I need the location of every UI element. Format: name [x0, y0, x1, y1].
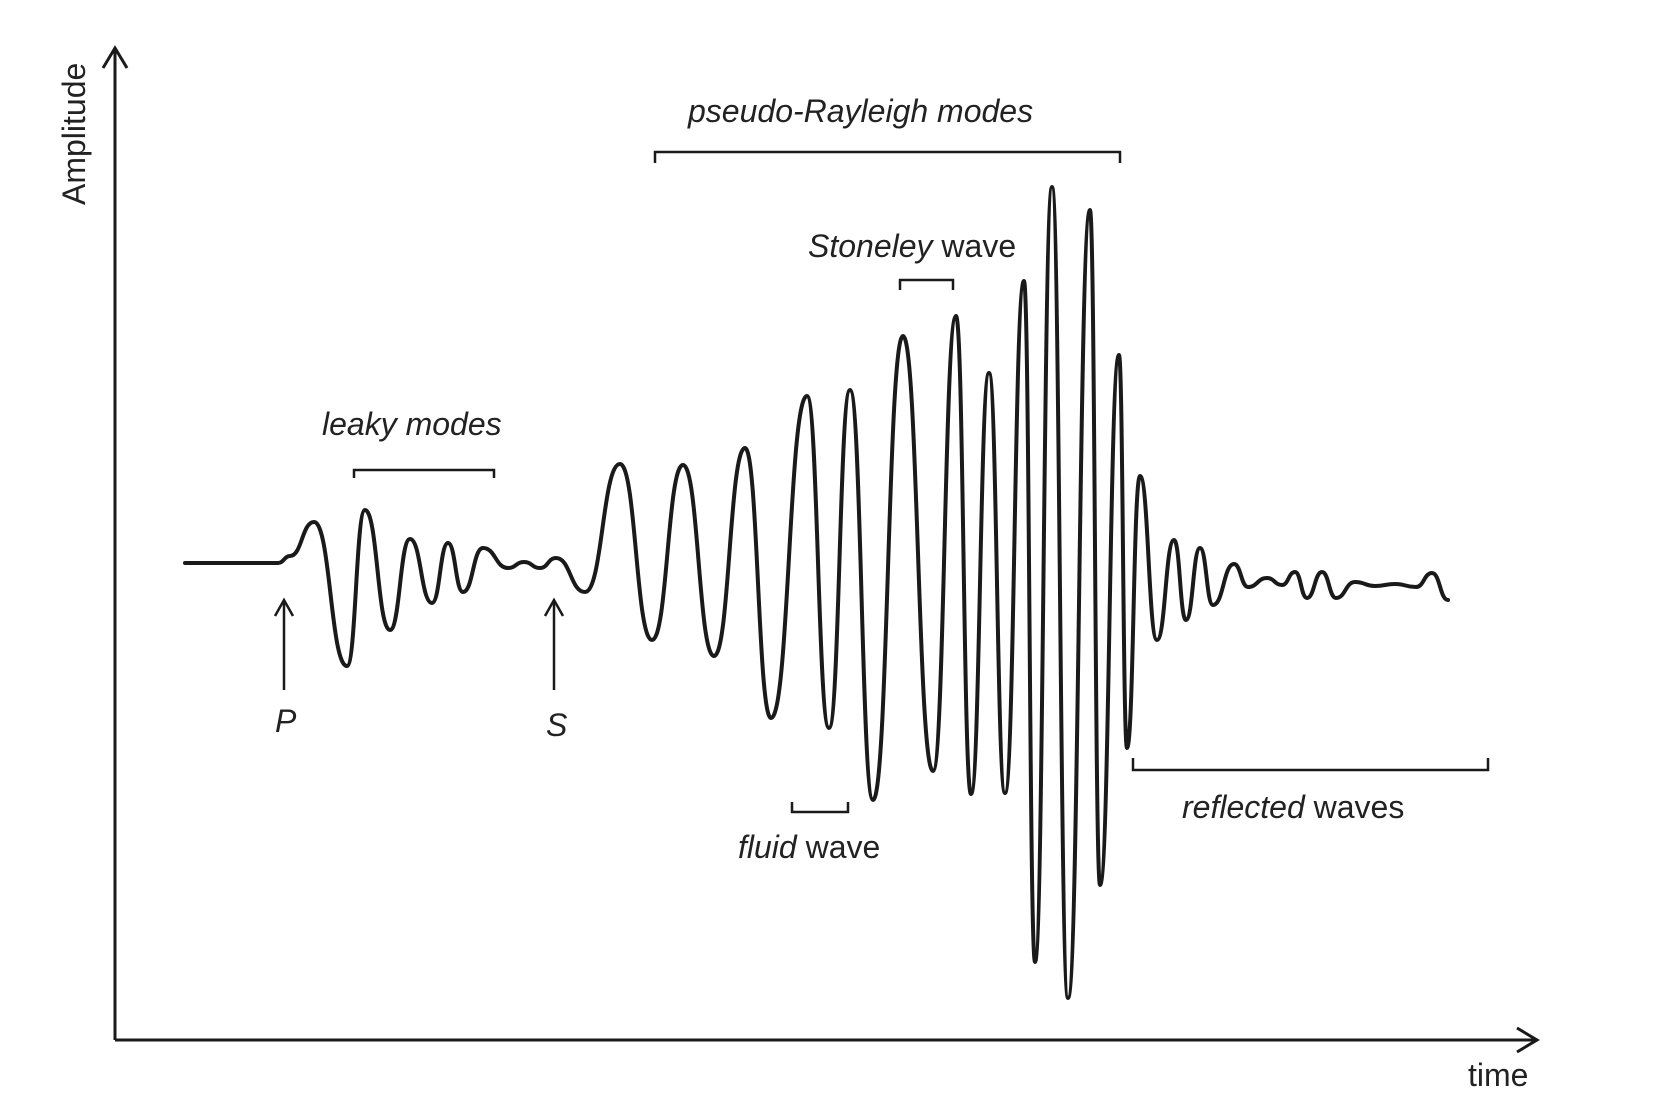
fluid-label-italic: fluid — [738, 829, 798, 865]
fluid-wave-label: fluid wave — [738, 829, 880, 865]
reflected-waves-label: reflected waves — [1182, 789, 1404, 825]
pseudo-rayleigh-bracket — [653, 150, 1122, 163]
s-arrival-label: S — [546, 707, 567, 743]
leaky-modes-label: leaky modes — [322, 406, 502, 442]
stoneley-bracket — [898, 278, 955, 290]
axes: Amplitude time — [56, 45, 1540, 1093]
stoneley-label-italic: Stoneley — [808, 228, 935, 264]
annotation-brackets — [352, 150, 1490, 814]
x-axis-label: time — [1468, 1057, 1528, 1093]
y-axis-arrowhead — [101, 45, 129, 69]
p-arrowhead — [273, 597, 295, 617]
stoneley-wave-label: Stoneley wave — [808, 228, 1016, 264]
reflected-waves-bracket — [1131, 758, 1490, 772]
waveform-trace — [183, 185, 1450, 1000]
fluid-wave-bracket — [790, 802, 850, 814]
reflected-label-italic: reflected — [1182, 789, 1306, 825]
fluid-label-plain: wave — [797, 829, 881, 865]
stoneley-label-plain: wave — [933, 228, 1017, 264]
x-axis-arrowhead — [1516, 1026, 1540, 1054]
y-axis-label: Amplitude — [56, 63, 92, 205]
pseudo-rayleigh-label: pseudo-Rayleigh modes — [687, 93, 1033, 129]
leaky-modes-bracket — [352, 468, 496, 478]
arrival-arrows — [273, 597, 565, 690]
p-arrival-label: P — [275, 703, 297, 739]
reflected-label-plain: waves — [1305, 789, 1405, 825]
s-arrowhead — [543, 597, 565, 617]
